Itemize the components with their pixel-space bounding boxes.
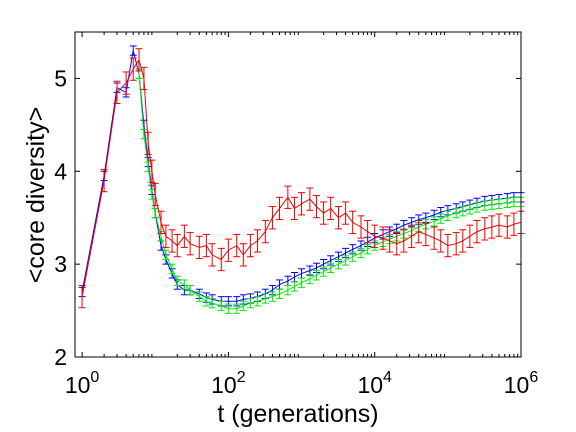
y-tick-label: 4 bbox=[54, 158, 67, 184]
x-tick-label: 106 bbox=[504, 369, 539, 398]
series-2 bbox=[78, 48, 525, 309]
y-tick-label: 5 bbox=[54, 65, 67, 91]
plot-frame bbox=[74, 31, 522, 358]
series-0 bbox=[78, 45, 525, 307]
y-axis-title: <core diversity> bbox=[22, 107, 50, 283]
x-tick-label: 102 bbox=[211, 369, 246, 398]
series-line bbox=[138, 73, 521, 310]
x-tick-label: 104 bbox=[357, 369, 392, 398]
series-line bbox=[81, 50, 521, 302]
series-1 bbox=[135, 68, 525, 314]
series-line bbox=[81, 58, 522, 297]
x-axis-title: t (generations) bbox=[217, 400, 378, 428]
y-tick-label: 3 bbox=[54, 251, 67, 277]
y-tick-label: 2 bbox=[54, 344, 67, 370]
series-layer bbox=[78, 45, 525, 314]
x-tick-label: 100 bbox=[65, 369, 100, 398]
tick-layer: 100 102 104 106 2 3 4 5 bbox=[54, 32, 538, 398]
